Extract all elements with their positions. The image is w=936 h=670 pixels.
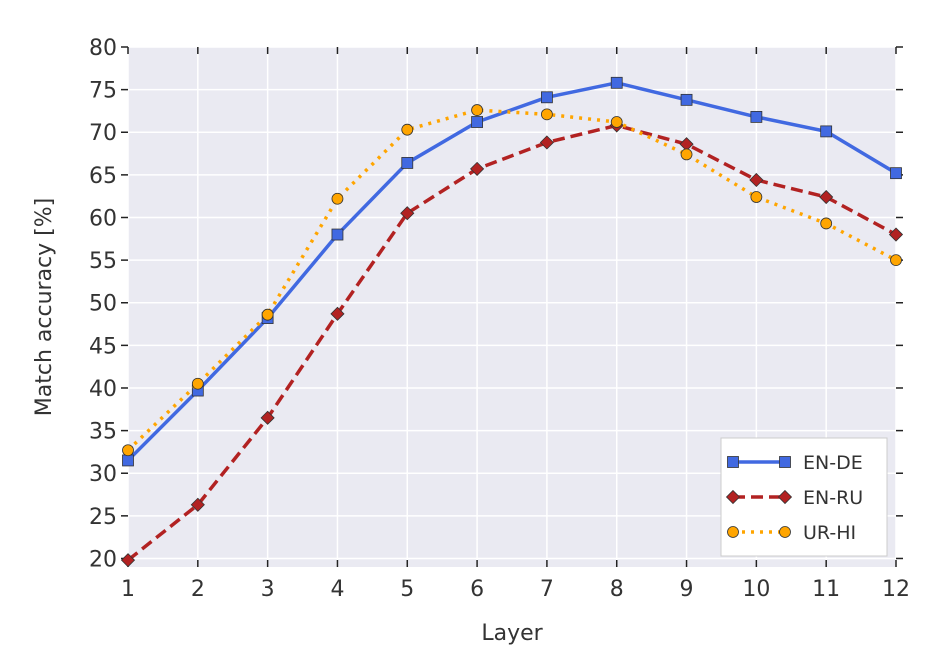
data-point-ur-hi — [890, 254, 902, 267]
data-point-en-ru — [190, 497, 205, 512]
x-tick-label: 8 — [610, 577, 624, 602]
series-line-ur-hi — [126, 108, 897, 452]
data-point-ur-hi — [610, 116, 623, 128]
data-point-en-ru — [539, 135, 554, 150]
data-point-en-ru — [260, 410, 275, 425]
y-tick-label: 50 — [89, 292, 117, 317]
axis-labels: 1 2 3 4 5 6 7 8 9 10 11 122025303540455055606570758… — [32, 36, 910, 646]
x-tick-label: 4 — [330, 577, 344, 602]
y-tick-label: 35 — [89, 420, 117, 445]
x-tick-label: 11 — [812, 577, 840, 602]
data-point-en-de — [471, 116, 483, 128]
data-point-ur-hi — [820, 217, 833, 230]
data-point-ur-hi — [261, 308, 274, 321]
y-tick-label: 25 — [89, 505, 117, 530]
legend-box — [720, 437, 888, 557]
legend-marker-en-ru — [725, 489, 741, 505]
data-point-en-de — [122, 454, 134, 467]
x-tick-label: 7 — [540, 577, 554, 602]
data-point-ur-hi — [541, 108, 553, 121]
data-point-en-de — [750, 111, 763, 123]
x-tick-label: 5 — [400, 577, 414, 602]
x-tick-label: 12 — [882, 577, 910, 602]
data-point-en-de — [890, 167, 902, 180]
legend-marker-en-ru — [777, 489, 793, 505]
data-point-en-ru — [888, 227, 904, 242]
x-tick-label: 3 — [261, 577, 275, 602]
data-point-en-de — [820, 125, 833, 138]
data-point-ur-hi — [750, 191, 763, 203]
y-tick-label: 75 — [89, 79, 117, 104]
x-tick-label: 6 — [470, 577, 484, 602]
legend-marker-ur-hi — [727, 526, 739, 538]
data-point-en-de — [610, 76, 623, 89]
series-line-en-ru — [126, 123, 897, 562]
y-tick-label: 40 — [89, 377, 117, 402]
y-tick-label: 55 — [89, 249, 117, 274]
legend-marker-ur-hi — [779, 526, 791, 538]
data-point-en-ru — [819, 189, 834, 205]
y-tick-label: 30 — [89, 462, 117, 487]
data-point-ur-hi — [122, 444, 134, 457]
x-tick-label: 10 — [742, 577, 770, 602]
data-point-en-ru — [470, 161, 485, 176]
data-point-ur-hi — [680, 148, 693, 161]
x-tick-label: 2 — [191, 577, 205, 602]
legend-label-en-ru: EN-RU — [803, 487, 863, 509]
y-tick-label: 60 — [89, 206, 117, 231]
x-axis-title: Layer — [481, 621, 543, 646]
legend: EN-DE EN-RU UR-HI — [720, 437, 888, 557]
x-tick-label: 1 — [121, 577, 135, 602]
data-point-en-de — [541, 91, 553, 104]
legend-label-en-de: EN-DE — [803, 452, 863, 474]
data-point-en-de — [680, 93, 693, 106]
y-tick-label: 20 — [89, 547, 117, 572]
series-line-en-de — [126, 81, 897, 462]
data-point-en-ru — [120, 553, 136, 568]
data-point-en-de — [401, 157, 414, 169]
y-tick-label: 70 — [89, 121, 117, 146]
legend-label-ur-hi: UR-HI — [803, 522, 856, 544]
series-ur-hi — [122, 104, 902, 457]
data-point-ur-hi — [331, 192, 344, 205]
data-point-en-ru — [400, 206, 415, 221]
y-tick-label: 45 — [89, 334, 117, 359]
y-tick-label: 65 — [89, 164, 117, 189]
data-point-en-ru — [330, 306, 345, 321]
y-tick-label: 80 — [89, 36, 117, 61]
y-axis-title: Match accuracy [%] — [32, 198, 57, 416]
legend-marker-en-de — [727, 456, 739, 468]
legend-marker-en-de — [779, 456, 791, 468]
data-point-ur-hi — [191, 377, 204, 390]
x-tick-label: 9 — [680, 577, 694, 602]
tick-marks — [121, 46, 903, 567]
data-point-ur-hi — [471, 104, 483, 116]
series-group — [120, 76, 904, 568]
data-point-en-de — [331, 228, 344, 241]
data-point-ur-hi — [401, 123, 414, 136]
data-point-en-ru — [749, 172, 764, 188]
